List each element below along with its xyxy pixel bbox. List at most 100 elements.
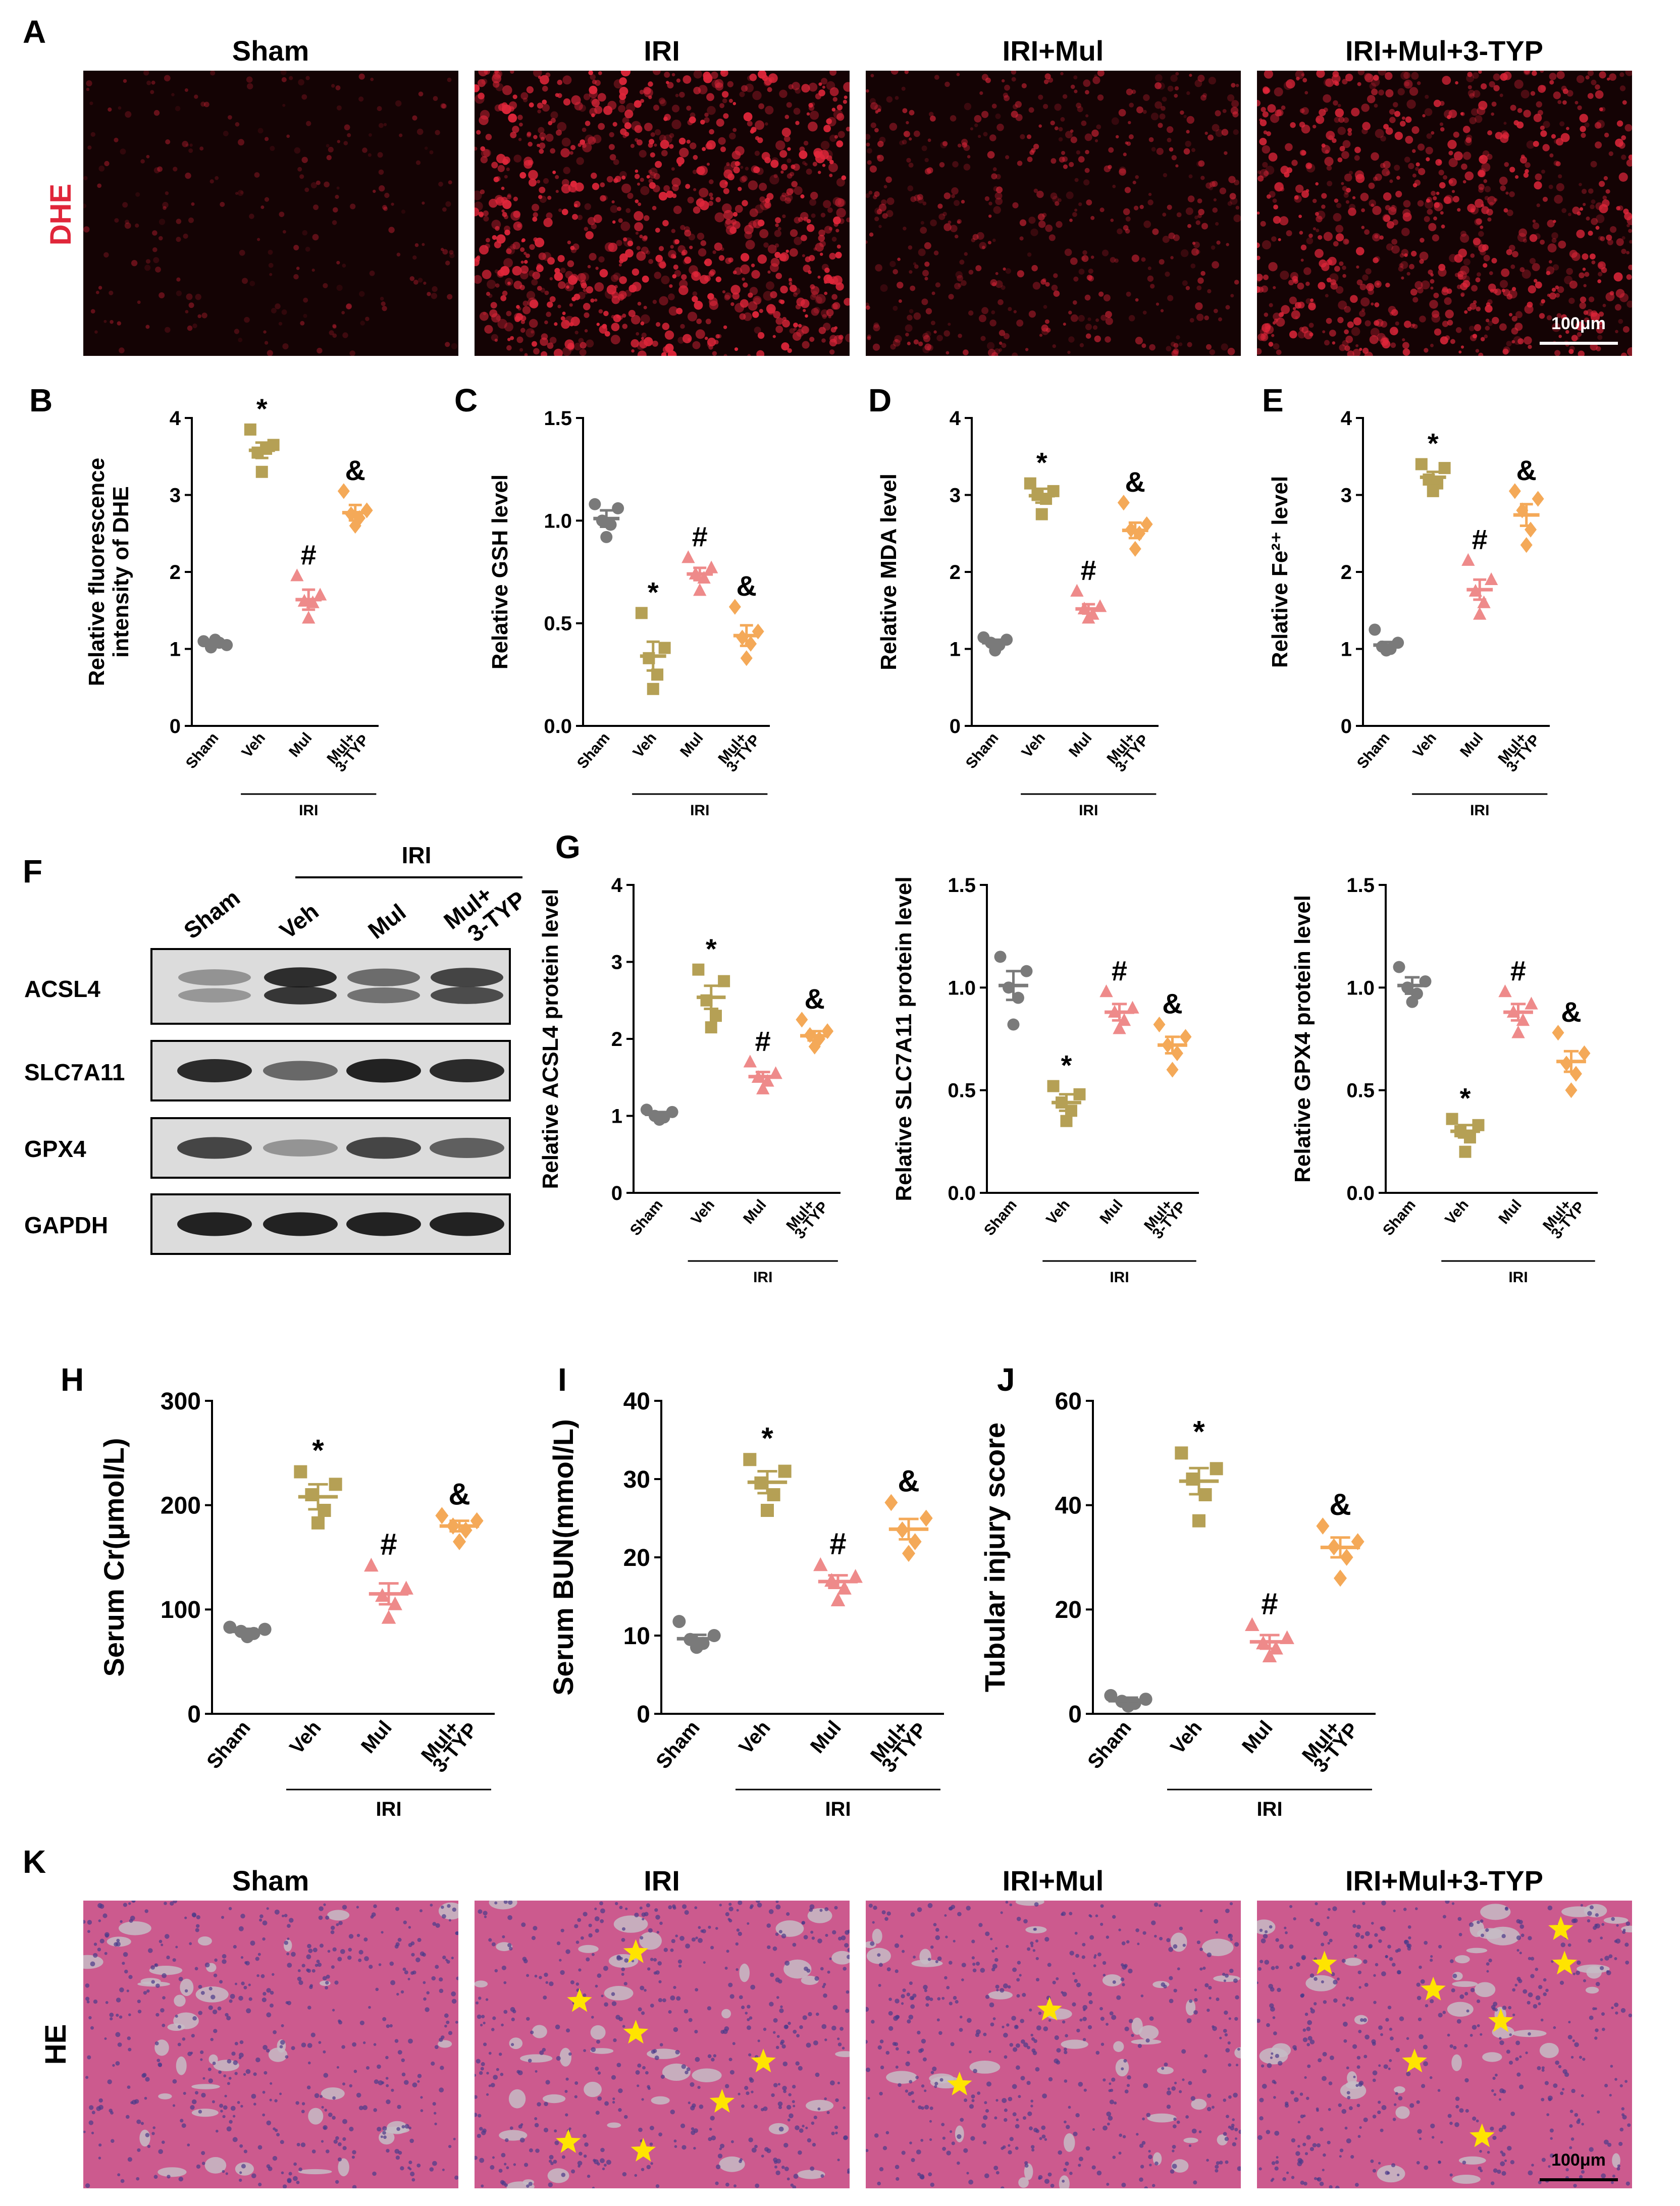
cell-nucleus: [942, 2136, 946, 2140]
cell-nucleus: [122, 1962, 125, 1965]
fluorescent-cell: [730, 161, 738, 168]
x-tick-label: Veh: [1166, 1717, 1206, 1759]
cell-nucleus: [1206, 2093, 1212, 2098]
fluorescent-cell: [909, 137, 912, 141]
fluorescent-cell: [1230, 294, 1234, 298]
y-tick-label: 10: [623, 1623, 650, 1650]
cell-nucleus: [314, 2093, 320, 2098]
fluorescent-cell: [812, 162, 817, 167]
fluorescent-cell: [890, 71, 899, 75]
data-point: [1129, 541, 1141, 557]
fluorescent-cell: [1442, 76, 1451, 85]
significance-mark: &: [448, 1477, 470, 1511]
cell-nucleus: [1005, 1901, 1009, 1904]
cell-nucleus: [583, 1993, 587, 1998]
cell-nucleus: [1238, 2129, 1241, 2134]
fluorescent-cell: [1621, 154, 1626, 160]
cell-nucleus: [988, 2050, 991, 2053]
fluorescent-cell: [479, 115, 489, 125]
cell-nucleus: [830, 2080, 835, 2086]
cell-nucleus: [144, 2096, 147, 2100]
cell-nucleus: [251, 2173, 256, 2179]
fluorescent-cell: [674, 239, 679, 244]
fluorescent-cell: [302, 230, 308, 236]
cell-nucleus: [1031, 2037, 1035, 2041]
fluorescent-cell: [326, 144, 330, 148]
fluorescent-cell: [829, 71, 837, 76]
cell-nucleus: [492, 2156, 495, 2159]
fluorescent-cell: [785, 249, 789, 253]
fluorescent-cell: [103, 252, 109, 258]
fluorescent-cell: [1193, 241, 1200, 248]
significance-mark: #: [1510, 955, 1526, 986]
cell-nucleus: [423, 1981, 426, 1984]
fluorescent-cell: [762, 75, 768, 81]
fluorescent-cell: [801, 235, 807, 241]
fluorescent-cell: [781, 164, 788, 171]
fluorescent-cell: [987, 349, 996, 356]
fluorescent-cell: [906, 157, 911, 163]
cell-nucleus: [786, 2105, 792, 2110]
fluorescent-cell: [1362, 347, 1369, 354]
cell-nucleus: [778, 1979, 782, 1984]
fluorescent-cell: [176, 219, 182, 224]
dhe-title-iri: IRI: [644, 35, 680, 67]
fluorescent-cell: [648, 95, 652, 99]
fluorescent-cell: [1393, 102, 1398, 108]
fluorescent-cell: [1097, 94, 1104, 101]
protein-band: [431, 968, 503, 987]
cell-nucleus: [123, 1952, 128, 1957]
fluorescent-cell: [1111, 117, 1119, 125]
cell-nucleus: [554, 2140, 559, 2145]
cell-nucleus: [907, 2019, 911, 2024]
cell-nucleus: [218, 2070, 222, 2074]
data-point: [1140, 516, 1153, 533]
cell-nucleus: [1198, 2130, 1202, 2133]
fluorescent-cell: [1003, 333, 1010, 340]
fluorescent-cell: [838, 218, 845, 224]
fluorescent-cell: [1058, 137, 1063, 142]
fluorescent-cell: [1204, 315, 1209, 321]
lane-label-mul: Mul: [363, 899, 410, 944]
cell-nucleus: [382, 2017, 387, 2021]
fluorescent-cell: [1599, 181, 1605, 187]
fluorescent-cell: [826, 155, 832, 161]
fluorescent-cell: [954, 200, 960, 206]
fluorescent-cell: [676, 307, 683, 314]
cell-nucleus: [155, 1983, 160, 1988]
fluorescent-cell: [702, 147, 706, 151]
fluorescent-cell: [360, 321, 365, 326]
fluorescent-cell: [747, 75, 753, 81]
cell-nucleus: [824, 2097, 827, 2100]
tubule-lumen: [1113, 2041, 1124, 2052]
fluorescent-cell: [1508, 244, 1515, 251]
cell-nucleus: [1129, 2019, 1133, 2023]
cell-nucleus: [938, 2031, 942, 2035]
fluorescent-cell: [723, 325, 727, 329]
fluorescent-cell: [1299, 108, 1305, 114]
fluorescent-cell: [667, 82, 674, 89]
cell-nucleus: [1121, 2182, 1126, 2187]
cell-nucleus: [1000, 1911, 1003, 1914]
data-point: [1186, 1473, 1199, 1486]
fluorescent-cell: [664, 114, 671, 121]
fluorescent-cell: [913, 262, 917, 266]
fluorescent-cell: [751, 264, 755, 268]
cell-nucleus: [550, 2162, 554, 2166]
fluorescent-cell: [538, 195, 543, 199]
fluorescent-cell: [1262, 240, 1272, 250]
fluorescent-cell: [1315, 182, 1319, 186]
cell-nucleus: [117, 2042, 122, 2047]
fluorescent-cell: [641, 332, 647, 338]
fluorescent-cell: [648, 170, 652, 174]
fluorescent-cell: [1054, 126, 1059, 131]
cell-nucleus: [1034, 1902, 1039, 1907]
fluorescent-cell: [820, 252, 823, 256]
fluorescent-cell: [1180, 110, 1184, 115]
cell-nucleus: [124, 1969, 128, 1974]
cell-nucleus: [386, 2084, 389, 2087]
fluorescent-cell: [369, 133, 372, 137]
fluorescent-cell: [1386, 221, 1394, 229]
fluorescent-cell: [1335, 225, 1344, 233]
